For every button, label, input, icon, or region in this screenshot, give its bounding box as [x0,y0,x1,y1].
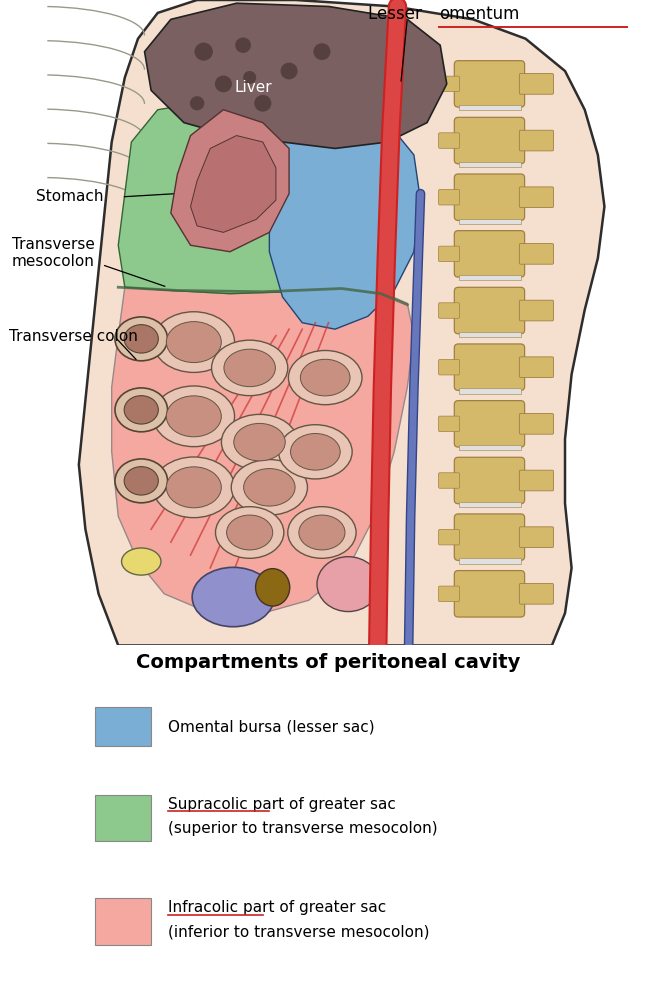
Bar [459,275,521,280]
Text: (inferior to transverse mesocolon): (inferior to transverse mesocolon) [168,924,429,939]
Ellipse shape [288,506,356,558]
Bar [95,899,151,944]
FancyBboxPatch shape [519,130,553,151]
Text: Transverse
mesocolon: Transverse mesocolon [12,236,95,269]
Ellipse shape [300,359,350,396]
FancyBboxPatch shape [454,571,524,617]
Circle shape [254,95,271,111]
FancyBboxPatch shape [439,246,460,261]
Ellipse shape [153,312,235,372]
Circle shape [235,38,251,53]
FancyBboxPatch shape [454,287,524,334]
FancyBboxPatch shape [519,243,553,264]
Text: (superior to transverse mesocolon): (superior to transverse mesocolon) [168,821,437,836]
Bar [95,794,151,841]
Ellipse shape [153,386,235,447]
Text: Supracolic part of greater sac: Supracolic part of greater sac [168,796,396,811]
Circle shape [190,96,204,110]
FancyBboxPatch shape [439,359,460,375]
FancyBboxPatch shape [519,356,553,377]
Ellipse shape [215,506,284,558]
Ellipse shape [279,425,352,479]
Text: Compartments of peritoneal cavity: Compartments of peritoneal cavity [136,653,521,672]
Polygon shape [269,103,420,330]
FancyBboxPatch shape [519,413,553,434]
FancyBboxPatch shape [454,61,524,107]
FancyBboxPatch shape [439,76,460,91]
Ellipse shape [256,569,290,606]
Ellipse shape [124,325,158,354]
FancyBboxPatch shape [439,190,460,205]
Polygon shape [118,103,368,294]
Polygon shape [112,287,414,614]
Ellipse shape [166,467,221,507]
Text: Omental bursa (lesser sac): Omental bursa (lesser sac) [168,719,374,734]
Bar [459,388,521,393]
FancyBboxPatch shape [454,174,524,220]
Ellipse shape [122,548,161,575]
Polygon shape [145,3,447,149]
Polygon shape [191,135,276,232]
Ellipse shape [234,423,285,461]
Circle shape [243,71,256,84]
FancyBboxPatch shape [519,300,553,321]
Circle shape [194,43,213,61]
Ellipse shape [115,459,168,502]
Ellipse shape [227,515,273,550]
Ellipse shape [212,341,288,395]
Ellipse shape [221,414,298,470]
FancyBboxPatch shape [519,73,553,94]
Text: omentum: omentum [439,5,519,23]
Circle shape [215,75,232,92]
Ellipse shape [299,515,345,550]
Polygon shape [171,110,289,252]
Bar [459,105,521,110]
Ellipse shape [115,317,168,360]
Ellipse shape [290,434,340,470]
Bar [95,707,151,747]
Ellipse shape [115,388,168,432]
Ellipse shape [166,322,221,362]
Ellipse shape [192,567,275,627]
Ellipse shape [224,350,275,386]
FancyBboxPatch shape [519,584,553,604]
FancyBboxPatch shape [439,133,460,148]
FancyBboxPatch shape [454,400,524,447]
Circle shape [281,63,298,79]
FancyBboxPatch shape [519,527,553,547]
Text: Infracolic part of greater sac: Infracolic part of greater sac [168,901,386,916]
Bar [459,218,521,223]
Text: Transverse colon: Transverse colon [9,330,137,345]
Ellipse shape [153,457,235,517]
FancyBboxPatch shape [439,416,460,432]
Bar [459,558,521,564]
FancyBboxPatch shape [454,457,524,503]
FancyBboxPatch shape [439,529,460,545]
Ellipse shape [317,557,380,612]
Ellipse shape [231,460,307,515]
FancyBboxPatch shape [454,230,524,277]
FancyBboxPatch shape [454,117,524,164]
Text: Lesser: Lesser [368,5,427,23]
Text: Liver: Liver [234,79,272,94]
FancyBboxPatch shape [439,303,460,319]
FancyBboxPatch shape [454,344,524,390]
Bar [459,162,521,167]
Ellipse shape [124,467,158,496]
Ellipse shape [166,396,221,437]
Bar [459,332,521,337]
Ellipse shape [124,395,158,424]
Bar [459,501,521,507]
Ellipse shape [288,351,362,405]
Text: Stomach: Stomach [36,190,104,205]
Ellipse shape [244,469,295,506]
Bar [459,445,521,450]
FancyBboxPatch shape [439,473,460,489]
FancyBboxPatch shape [519,470,553,491]
FancyBboxPatch shape [454,514,524,560]
FancyBboxPatch shape [519,187,553,208]
Polygon shape [79,0,604,645]
Circle shape [313,44,330,60]
FancyBboxPatch shape [439,586,460,602]
